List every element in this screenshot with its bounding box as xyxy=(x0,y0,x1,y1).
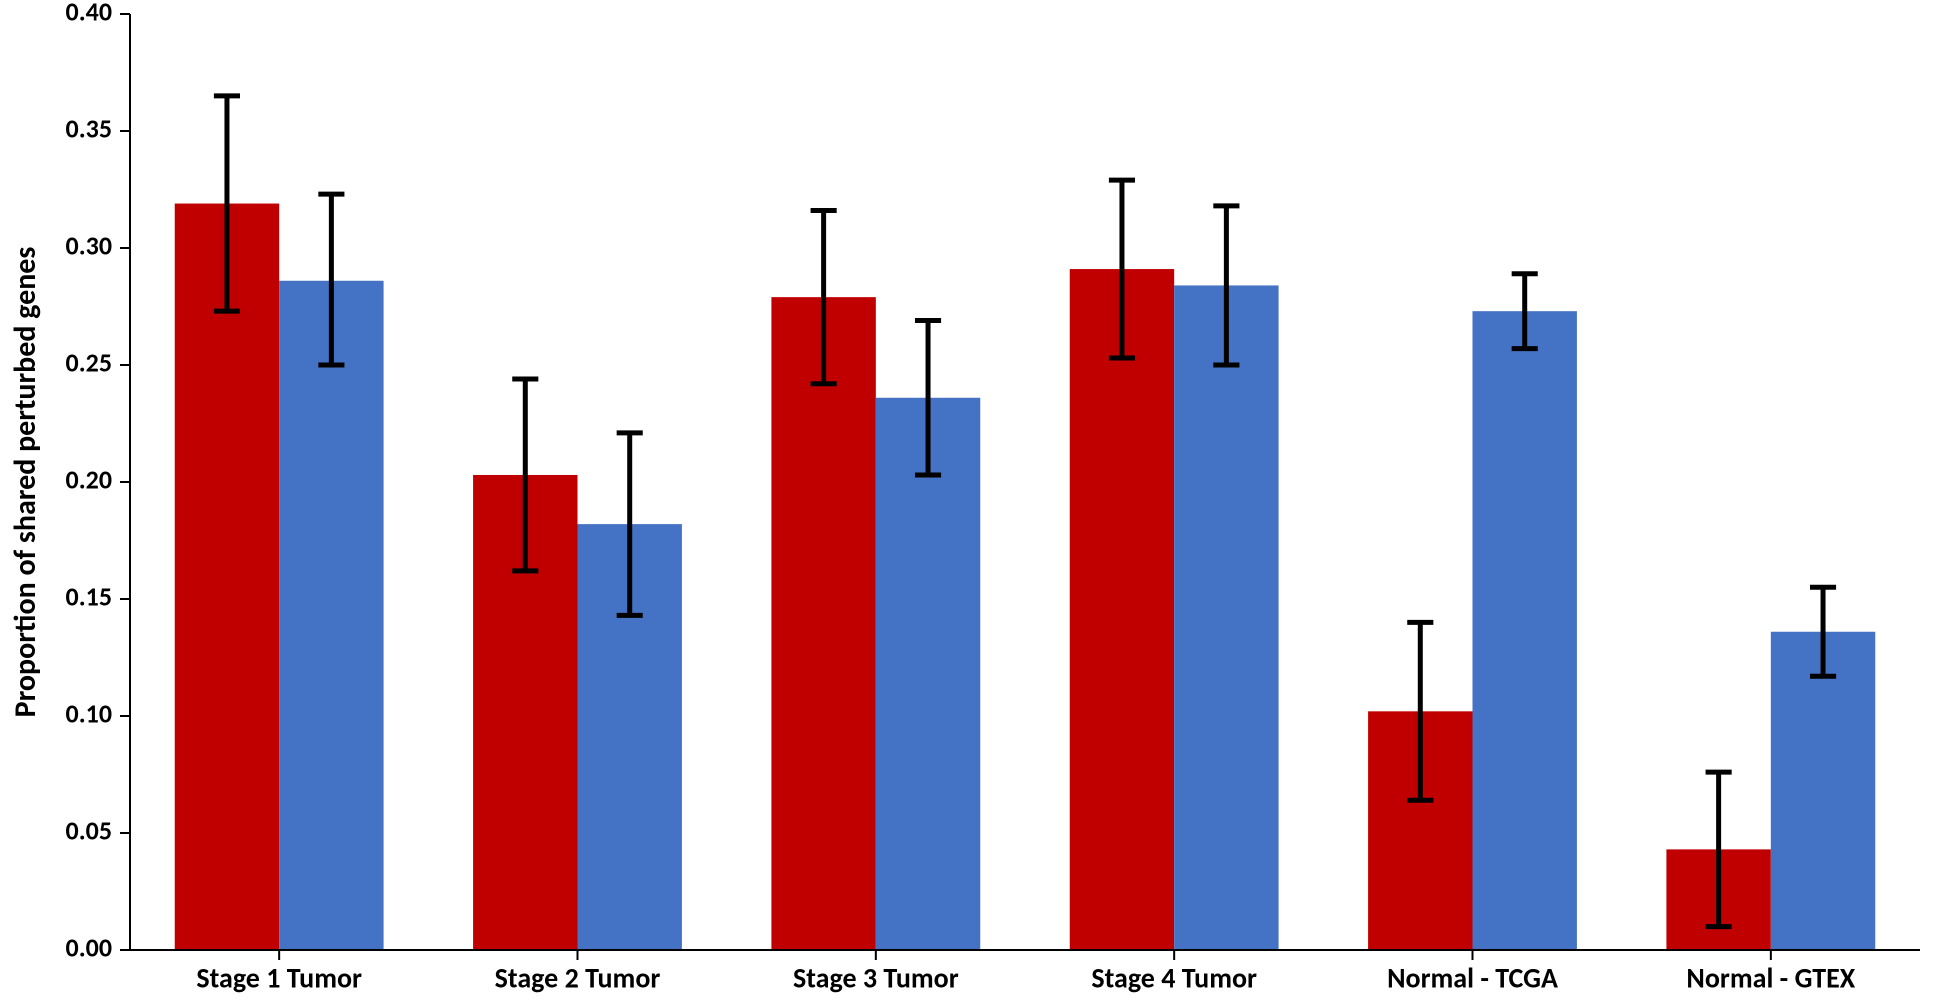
x-tick-label: Stage 4 Tumor xyxy=(1091,961,1257,996)
y-tick-label: 0.15 xyxy=(66,580,112,612)
x-tick-label: Stage 2 Tumor xyxy=(495,961,661,996)
y-axis-title: Proportion of shared perturbed genes xyxy=(7,247,44,718)
y-tick-label: 0.10 xyxy=(66,697,112,729)
x-tick-label: Normal - GTEX xyxy=(1686,961,1855,996)
y-tick-label: 0.40 xyxy=(66,0,112,27)
bar-series1 xyxy=(1070,269,1174,950)
bar-series2 xyxy=(1174,285,1278,950)
y-tick-label: 0.20 xyxy=(66,463,112,495)
bar-chart: 0.00 0.05 0.10 0.15 0.20 0.25 0.30 0.35 0.40 Stag… xyxy=(0,0,1949,1004)
x-tick-label: Stage 1 Tumor xyxy=(196,961,362,996)
y-tick-label: 0.25 xyxy=(66,346,112,378)
y-tick-label: 0.00 xyxy=(66,931,112,963)
bar-series2 xyxy=(876,398,980,950)
bar-series1 xyxy=(771,297,875,950)
x-tick-label: Stage 3 Tumor xyxy=(793,961,959,996)
bar-series2 xyxy=(1771,632,1875,950)
y-tick-label: 0.30 xyxy=(66,229,112,261)
y-tick-label: 0.35 xyxy=(66,112,112,144)
x-tick-label: Normal - TCGA xyxy=(1387,961,1558,996)
bar-series2 xyxy=(279,281,383,950)
bar-series2 xyxy=(1473,311,1577,950)
bar-series1 xyxy=(175,204,279,950)
y-tick-label: 0.05 xyxy=(66,814,112,846)
